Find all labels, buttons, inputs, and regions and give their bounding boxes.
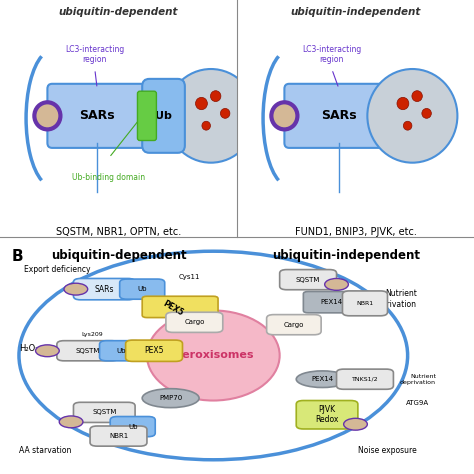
Circle shape [325, 278, 348, 290]
FancyBboxPatch shape [73, 279, 135, 300]
FancyBboxPatch shape [47, 84, 147, 148]
Text: FUND1, BNIP3, PJVK, etc.: FUND1, BNIP3, PJVK, etc. [294, 227, 417, 237]
Text: Ub: Ub [137, 286, 147, 292]
Text: SQSTM: SQSTM [296, 277, 320, 283]
Text: Nutrient
deprivation: Nutrient deprivation [373, 289, 417, 309]
Text: SARs: SARs [321, 109, 357, 122]
Text: B: B [12, 249, 24, 264]
Text: Cys11: Cys11 [179, 273, 201, 280]
FancyBboxPatch shape [266, 315, 321, 335]
Text: NBR1: NBR1 [109, 433, 128, 439]
Text: Ub: Ub [155, 111, 172, 121]
Text: Ub-binding domain: Ub-binding domain [73, 173, 146, 182]
Ellipse shape [147, 310, 280, 401]
Text: ubiquitin-dependent: ubiquitin-dependent [59, 8, 178, 18]
Circle shape [397, 97, 409, 109]
Circle shape [195, 97, 208, 109]
Text: ubiquitin-independent: ubiquitin-independent [272, 249, 420, 262]
Text: Ub: Ub [116, 348, 126, 354]
Text: AA starvation: AA starvation [19, 446, 71, 455]
FancyBboxPatch shape [100, 341, 142, 361]
Text: PEX14: PEX14 [311, 376, 333, 382]
Text: H₂O₂: H₂O₂ [19, 344, 38, 353]
Text: Export deficiency: Export deficiency [24, 265, 90, 274]
Circle shape [403, 121, 412, 130]
Text: ubiquitin-dependent: ubiquitin-dependent [51, 249, 186, 262]
Text: LC3-interacting
region: LC3-interacting region [65, 45, 124, 64]
Text: ATG9A: ATG9A [406, 400, 428, 406]
Text: Nutrient
deprivation: Nutrient deprivation [400, 374, 436, 385]
FancyBboxPatch shape [303, 292, 360, 313]
Text: SQSTM: SQSTM [92, 410, 117, 415]
Circle shape [367, 69, 457, 163]
Text: PJVK
Redox: PJVK Redox [315, 405, 339, 424]
Circle shape [202, 121, 210, 130]
Text: Ub: Ub [128, 424, 137, 429]
FancyBboxPatch shape [119, 279, 164, 299]
Circle shape [166, 69, 256, 163]
FancyBboxPatch shape [280, 270, 337, 290]
Text: SARs: SARs [79, 109, 115, 122]
Text: NBR1: NBR1 [356, 301, 374, 306]
Text: Cargo: Cargo [184, 319, 204, 325]
Text: Noise exposure: Noise exposure [358, 446, 417, 455]
Text: SQSTM, NBR1, OPTN, etc.: SQSTM, NBR1, OPTN, etc. [56, 227, 181, 237]
FancyBboxPatch shape [342, 291, 387, 316]
FancyBboxPatch shape [296, 401, 358, 429]
FancyBboxPatch shape [110, 417, 155, 437]
Ellipse shape [296, 371, 348, 388]
FancyBboxPatch shape [166, 312, 223, 332]
Circle shape [210, 91, 221, 101]
Text: Cargo: Cargo [284, 322, 304, 328]
FancyBboxPatch shape [142, 79, 185, 153]
Text: Peroxisomes: Peroxisomes [173, 350, 253, 361]
Circle shape [422, 109, 431, 118]
Text: PEX14: PEX14 [321, 299, 343, 305]
FancyBboxPatch shape [57, 341, 118, 361]
Text: Lys209: Lys209 [82, 331, 103, 337]
Circle shape [35, 102, 61, 129]
FancyBboxPatch shape [126, 340, 182, 362]
FancyBboxPatch shape [284, 84, 393, 148]
Text: PEX5: PEX5 [161, 299, 185, 318]
Circle shape [271, 102, 298, 129]
Ellipse shape [142, 389, 199, 408]
Circle shape [36, 345, 59, 356]
Circle shape [64, 283, 88, 295]
Text: PEX5: PEX5 [144, 346, 164, 355]
Text: TNKS1/2: TNKS1/2 [352, 377, 378, 382]
FancyBboxPatch shape [137, 91, 156, 140]
FancyBboxPatch shape [90, 426, 147, 446]
Circle shape [412, 91, 422, 101]
Text: PMP70: PMP70 [159, 395, 182, 401]
Text: SQSTM: SQSTM [75, 348, 100, 354]
FancyBboxPatch shape [337, 369, 393, 389]
Text: LC3-interacting
region: LC3-interacting region [302, 45, 361, 64]
Circle shape [344, 419, 367, 430]
FancyBboxPatch shape [142, 296, 218, 318]
Text: SARs: SARs [94, 285, 114, 293]
Circle shape [59, 416, 83, 428]
FancyBboxPatch shape [73, 402, 135, 422]
Text: ubiquitin-independent: ubiquitin-independent [290, 8, 421, 18]
Circle shape [220, 109, 230, 118]
